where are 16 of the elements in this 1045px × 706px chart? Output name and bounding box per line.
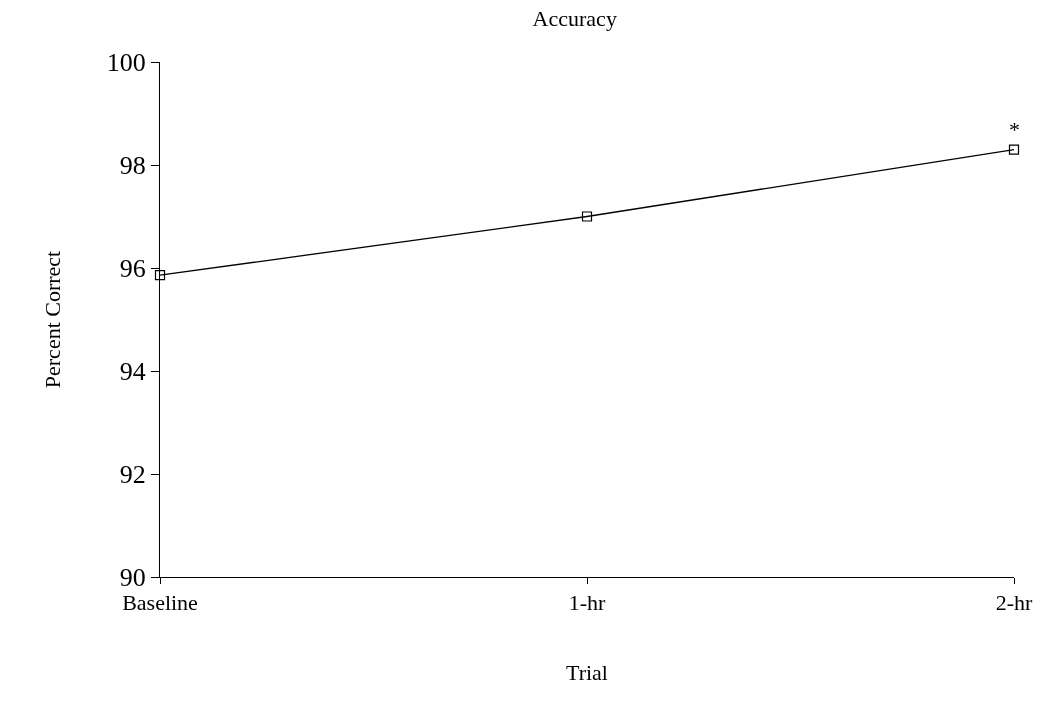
x-axis-title: Trial	[566, 660, 608, 686]
y-tick-label: 98	[119, 151, 146, 181]
x-tick-label: 1-hr	[568, 590, 606, 616]
annotation: *	[1009, 117, 1020, 142]
y-tick-label: 94	[119, 357, 146, 387]
y-tick-label: 92	[119, 460, 146, 490]
x-tick-label: Baseline	[122, 590, 198, 616]
point	[154, 270, 166, 281]
point	[581, 211, 593, 222]
y-axis-title: Percent Correct	[39, 250, 65, 389]
point	[1008, 144, 1020, 155]
y-tick-label: 90	[119, 563, 146, 593]
y-tick-label: 96	[119, 254, 146, 284]
y-tick-label: 100	[106, 48, 146, 78]
chart-title: Accuracy	[532, 5, 617, 31]
x-tick-label: 2-hr	[995, 590, 1033, 616]
